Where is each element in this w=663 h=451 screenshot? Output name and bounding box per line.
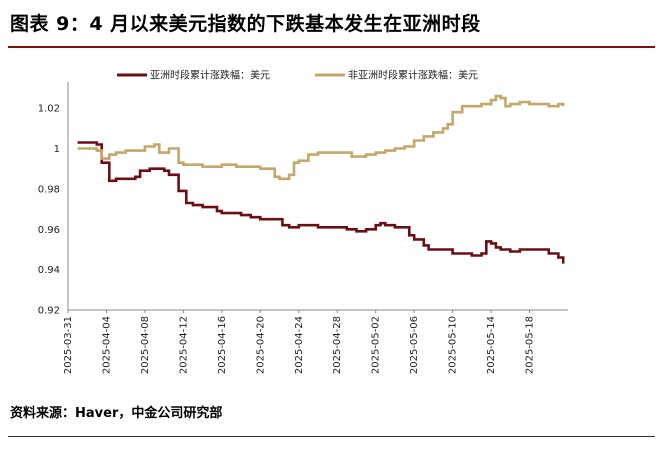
series-line-non-asia [77, 94, 565, 181]
title-divider [8, 46, 655, 48]
y-tick-label: 1 [54, 144, 60, 155]
source-note: 资料来源：Haver，中金公司研究部 [10, 406, 223, 421]
chart-series [77, 94, 565, 264]
y-tick-label: 0.96 [38, 225, 60, 236]
x-tick-label: 2025-04-16 [217, 316, 228, 374]
line-chart: 1.02 1 0.98 0.96 0.94 0.92 2025-03-31 2025-04-… [38, 69, 568, 374]
x-tick-label: 2025-04-12 [178, 316, 189, 374]
y-tick-label: 1.02 [38, 104, 60, 115]
y-tick-label: 0.92 [38, 306, 60, 317]
x-tick-label: 2025-04-20 [255, 316, 266, 374]
series-line-asia [77, 141, 565, 264]
y-axis-ticks: 1.02 1 0.98 0.96 0.94 0.92 [38, 104, 60, 317]
x-tick-label: 2025-04-28 [332, 316, 343, 374]
x-tick-label: 2025-04-08 [140, 316, 151, 374]
legend-label: 非亚洲时段累计涨跌幅：美元 [348, 69, 478, 82]
x-tick-label: 2025-05-18 [525, 316, 536, 374]
chart-axes [67, 82, 568, 311]
footer-divider [8, 436, 655, 437]
x-tick-label: 2025-05-10 [448, 316, 459, 374]
y-tick-label: 0.98 [38, 184, 60, 195]
legend-label: 亚洲时段累计涨跌幅：美元 [150, 69, 270, 82]
x-tick-label: 2025-05-02 [371, 316, 382, 374]
x-tick-label: 2025-03-31 [63, 316, 74, 374]
x-tick-label: 2025-05-14 [486, 316, 497, 374]
x-tick-label: 2025-04-24 [294, 316, 305, 374]
page-title: 图表 9：4 月以来美元指数的下跌基本发生在亚洲时段 [10, 13, 481, 35]
x-tick-label: 2025-04-04 [101, 316, 112, 374]
y-tick-label: 0.94 [38, 265, 60, 276]
x-tick-label: 2025-05-06 [409, 316, 420, 374]
chart-legend: 亚洲时段累计涨跌幅：美元 非亚洲时段累计涨跌幅：美元 [117, 69, 478, 82]
x-axis-ticks: 2025-03-31 2025-04-04 2025-04-08 2025-04-12… [63, 310, 536, 374]
